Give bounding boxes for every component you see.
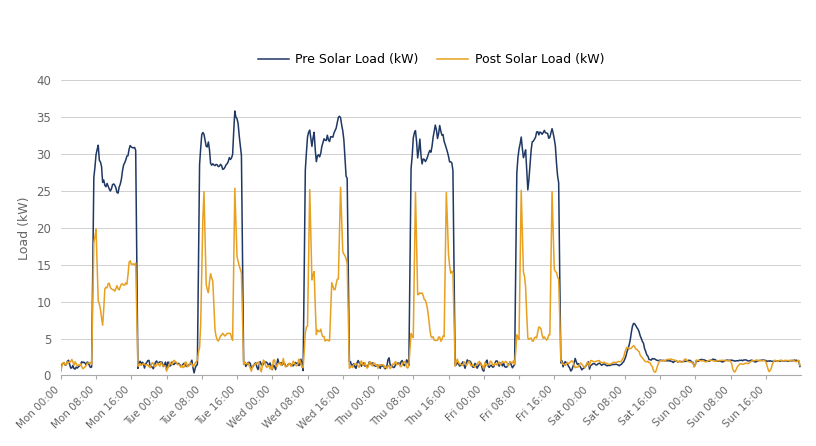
Post Solar Load (kW) bbox=[728, 366, 738, 372]
Pre Solar Load (kW) bbox=[55, 367, 65, 372]
Post Solar Load (kW) bbox=[681, 356, 690, 362]
Post Solar Load (kW) bbox=[297, 365, 307, 370]
Post Solar Load (kW) bbox=[176, 365, 186, 370]
Post Solar Load (kW) bbox=[335, 185, 345, 190]
Legend: Pre Solar Load (kW), Post Solar Load (kW): Pre Solar Load (kW), Post Solar Load (kW… bbox=[253, 48, 610, 71]
Pre Solar Load (kW) bbox=[230, 108, 240, 114]
Pre Solar Load (kW) bbox=[299, 270, 309, 275]
Post Solar Load (kW) bbox=[55, 369, 65, 374]
Pre Solar Load (kW) bbox=[681, 359, 690, 364]
Post Solar Load (kW) bbox=[77, 364, 86, 369]
Pre Solar Load (kW) bbox=[77, 359, 86, 364]
Line: Post Solar Load (kW): Post Solar Load (kW) bbox=[60, 187, 800, 372]
Pre Solar Load (kW) bbox=[189, 370, 199, 376]
Pre Solar Load (kW) bbox=[176, 363, 186, 369]
Pre Solar Load (kW) bbox=[728, 358, 738, 363]
Line: Pre Solar Load (kW): Pre Solar Load (kW) bbox=[60, 111, 800, 373]
Y-axis label: Load (kW): Load (kW) bbox=[18, 196, 31, 260]
Pre Solar Load (kW) bbox=[795, 364, 805, 369]
Post Solar Load (kW) bbox=[253, 359, 263, 365]
Pre Solar Load (kW) bbox=[255, 359, 265, 364]
Post Solar Load (kW) bbox=[795, 363, 805, 368]
Post Solar Load (kW) bbox=[650, 369, 659, 375]
